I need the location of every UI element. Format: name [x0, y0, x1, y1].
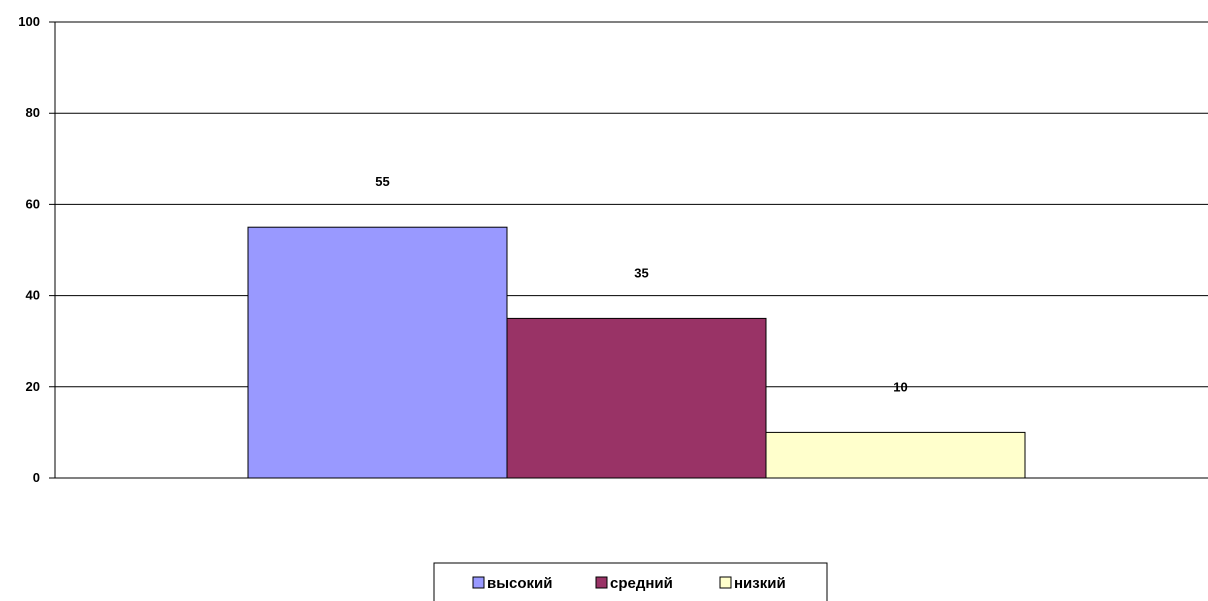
bars: [247, 226, 1026, 479]
bar-1: [247, 226, 508, 479]
y-tick-label: 0: [33, 470, 40, 485]
data-label: 10: [893, 379, 907, 394]
legend-label: низкий: [734, 575, 786, 592]
data-label: 55: [375, 174, 389, 189]
legend-label: средний: [610, 575, 673, 592]
y-tick-label: 40: [26, 288, 40, 303]
bar-3: [765, 431, 1026, 479]
legend-swatch: [719, 576, 732, 589]
bar-2: [506, 317, 767, 479]
y-tick-label: 80: [26, 105, 40, 120]
data-label: 35: [634, 265, 648, 280]
data-labels: 55 35 10: [375, 174, 907, 394]
legend-swatch: [472, 576, 485, 589]
legend: высокий средний низкий: [433, 562, 828, 601]
y-tick-label: 60: [26, 196, 40, 211]
y-axis-tick-labels: 0 20 40 60 80 100: [18, 14, 40, 485]
y-tick-label: 20: [26, 379, 40, 394]
legend-box: [433, 562, 828, 601]
legend-label: высокий: [487, 575, 553, 592]
legend-swatch: [595, 576, 608, 589]
y-tick-label: 100: [18, 14, 40, 29]
